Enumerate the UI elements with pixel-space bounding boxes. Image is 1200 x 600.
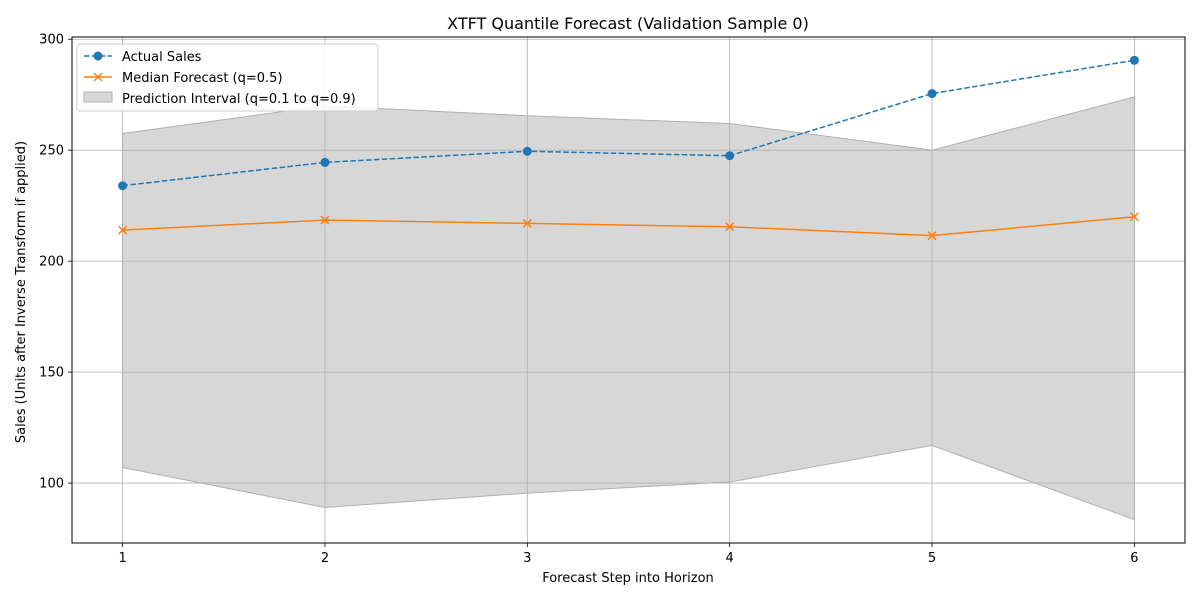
y-axis-ticks: 100 150 200 250 300 [39, 33, 72, 492]
y-tick-label: 100 [39, 477, 64, 492]
series-lines [118, 55, 1139, 241]
x-axis-label: Forecast Step into Horizon [542, 571, 714, 586]
series-actual-sales [118, 55, 1139, 191]
legend-box [76, 43, 379, 112]
median-forecast-point [927, 231, 937, 241]
legend-swatch-interval [83, 91, 113, 103]
series-median-forecast [118, 212, 1139, 241]
median-forecast-point [725, 222, 735, 232]
prediction-interval-area [122, 96, 1135, 521]
legend-marker-median [93, 72, 103, 82]
actual-sales-point [927, 89, 937, 99]
legend-item-median: Median Forecast (q=0.5) [84, 71, 283, 86]
actual-sales-point [522, 146, 532, 156]
x-tick-label: 3 [523, 551, 531, 566]
prediction-interval-band [122, 96, 1135, 521]
median-forecast-line [122, 216, 1135, 237]
legend: Actual Sales Median Forecast (q=0.5) Pre… [76, 43, 379, 112]
y-tick-label: 300 [39, 33, 64, 48]
legend-marker-actual [93, 51, 103, 61]
legend-item-actual: Actual Sales [84, 50, 202, 65]
y-axis-label: Sales (Units after Inverse Transform if … [14, 141, 29, 443]
chart-title: XTFT Quantile Forecast (Validation Sampl… [447, 14, 809, 33]
legend-item-interval: Prediction Interval (q=0.1 to q=0.9) [83, 91, 356, 107]
x-axis-ticks: 1 2 3 4 5 6 [118, 543, 1139, 566]
plot-frame [71, 36, 1186, 544]
x-tick-label: 1 [118, 551, 126, 566]
legend-label-median: Median Forecast (q=0.5) [122, 71, 283, 86]
median-forecast-point [118, 225, 128, 235]
actual-sales-point [118, 181, 128, 191]
y-tick-label: 250 [39, 144, 64, 159]
y-tick-label: 200 [39, 255, 64, 270]
x-tick-label: 2 [321, 551, 329, 566]
actual-sales-point [1129, 55, 1139, 65]
median-forecast-point [522, 218, 532, 228]
legend-label-interval: Prediction Interval (q=0.1 to q=0.9) [122, 92, 356, 107]
actual-sales-point [725, 151, 735, 161]
x-tick-label: 4 [726, 551, 734, 566]
x-tick-label: 5 [928, 551, 936, 566]
legend-label-actual: Actual Sales [122, 50, 202, 65]
median-forecast-point [1129, 212, 1139, 222]
actual-sales-line [122, 59, 1135, 187]
y-tick-label: 150 [39, 366, 64, 381]
actual-sales-point [320, 157, 330, 167]
x-tick-label: 6 [1130, 551, 1138, 566]
median-forecast-point [320, 215, 330, 225]
